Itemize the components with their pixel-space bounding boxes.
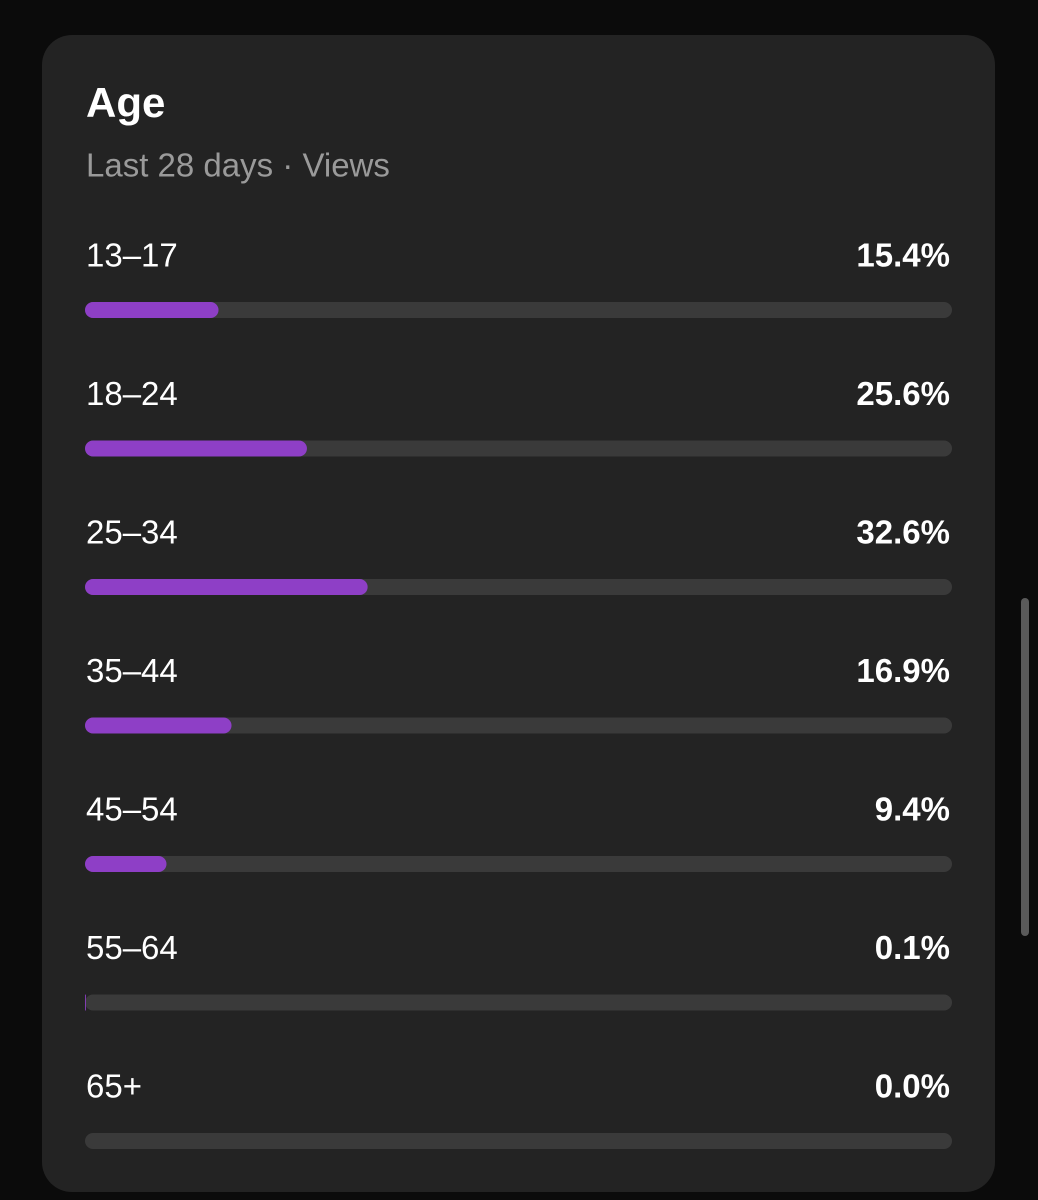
value-label: 0.0% <box>875 1068 950 1105</box>
category-label: 35–44 <box>86 652 178 689</box>
bar <box>85 440 307 457</box>
category-label: 45–54 <box>86 791 178 828</box>
category-label: 25–34 <box>86 514 178 551</box>
bar <box>85 579 368 595</box>
bar-track <box>85 856 952 872</box>
bar <box>85 717 232 734</box>
bar-track <box>85 994 952 1011</box>
bar-track <box>85 1133 952 1149</box>
bar-track <box>85 717 952 734</box>
value-label: 9.4% <box>875 791 950 828</box>
value-label: 32.6% <box>856 514 950 551</box>
value-label: 16.9% <box>856 652 950 689</box>
value-label: 0.1% <box>875 929 950 966</box>
chart-subtitle: Last 28 days · Views <box>86 147 390 184</box>
value-label: 15.4% <box>856 237 950 274</box>
category-label: 18–24 <box>86 375 178 412</box>
scrollbar[interactable] <box>1021 598 1029 936</box>
category-label: 65+ <box>86 1068 142 1105</box>
category-label: 13–17 <box>86 237 178 274</box>
bar <box>85 302 219 318</box>
category-label: 55–64 <box>86 929 178 966</box>
chart-title: Age <box>86 79 165 126</box>
bar-track <box>85 302 952 318</box>
bar <box>85 856 167 872</box>
card <box>42 35 995 1192</box>
value-label: 25.6% <box>856 375 950 412</box>
bar <box>85 994 86 1011</box>
